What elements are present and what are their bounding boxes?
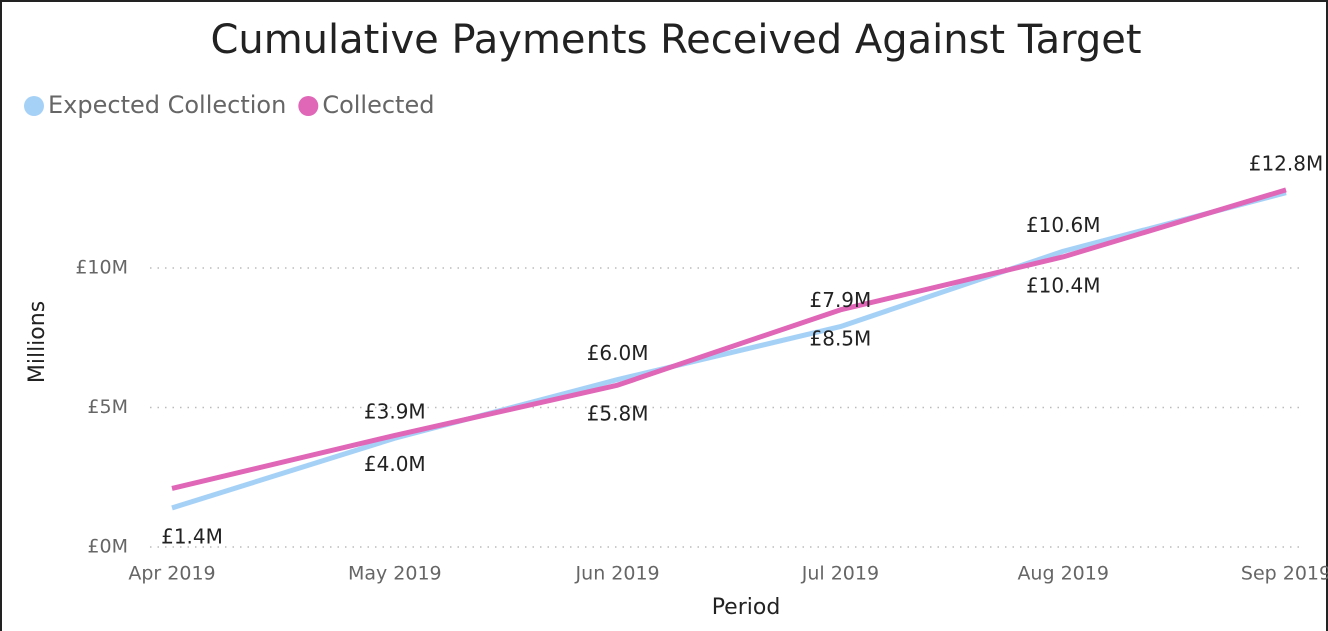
data-label: £5.8M — [587, 402, 649, 426]
data-label: £6.0M — [587, 341, 649, 365]
legend-swatch — [298, 96, 319, 116]
chart-title: Cumulative Payments Received Against Tar… — [210, 17, 1141, 63]
y-tick-label: £0M — [87, 536, 128, 558]
data-label: £8.5M — [810, 326, 872, 350]
legend-label: Expected Collection — [48, 91, 286, 119]
x-tick-label: Jul 2019 — [801, 563, 879, 585]
x-tick-label: Sep 2019 — [1241, 563, 1328, 585]
y-tick-label: £5M — [87, 396, 128, 418]
x-tick-label: Jun 2019 — [575, 563, 660, 585]
data-label: £3.9M — [364, 400, 426, 424]
data-label: £4.0M — [364, 452, 426, 476]
x-tick-label: Aug 2019 — [1017, 563, 1109, 585]
data-label: £10.6M — [1026, 213, 1101, 237]
x-tick-label: Apr 2019 — [128, 563, 215, 585]
y-tick-label: £10M — [75, 257, 128, 279]
series-line — [171, 190, 1287, 511]
data-label: £7.9M — [810, 288, 872, 312]
y-axis-title: Millions — [25, 301, 50, 383]
data-label: £10.4M — [1026, 273, 1101, 297]
x-axis-title: Period — [712, 595, 781, 620]
data-label: £12.8M — [1249, 151, 1324, 175]
x-tick-label: May 2019 — [348, 563, 442, 585]
series-line — [171, 187, 1287, 491]
legend-swatch — [24, 96, 44, 116]
data-label: £1.4M — [161, 524, 223, 548]
legend-label: Collected — [322, 91, 434, 119]
